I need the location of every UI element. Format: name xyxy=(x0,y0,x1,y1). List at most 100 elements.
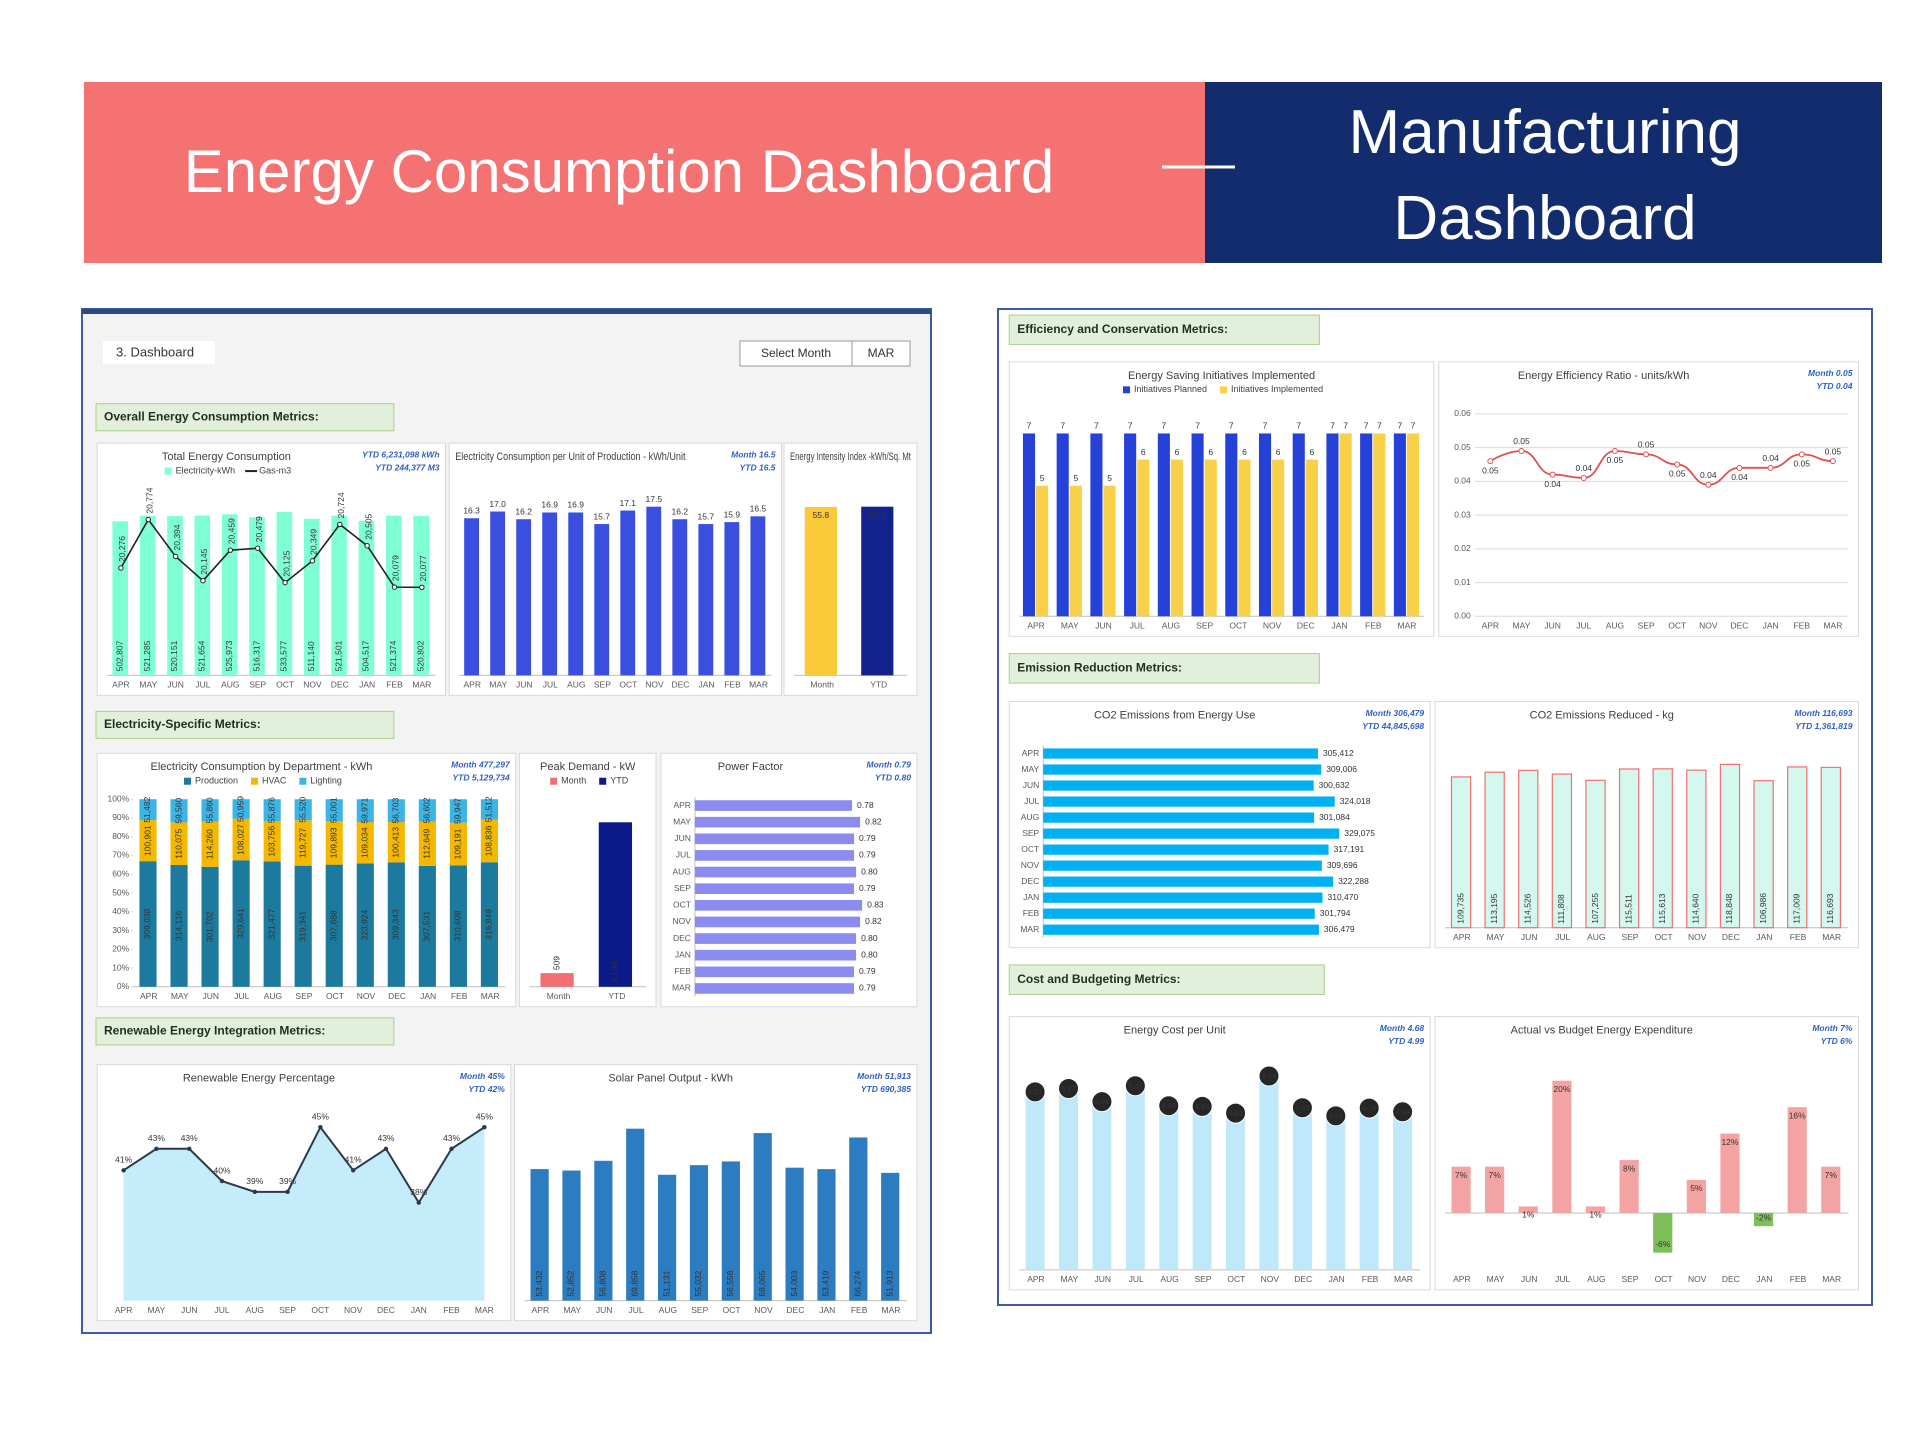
data-label: 1% xyxy=(1589,1210,1602,1220)
label-bubble xyxy=(1325,1105,1347,1127)
x-tick-label: JUN xyxy=(167,680,184,690)
legend: Production HVAC Lighting xyxy=(184,776,342,786)
annotation: Month 0.05 xyxy=(1808,368,1853,378)
bar xyxy=(804,506,837,676)
month-dropdown[interactable] xyxy=(851,340,911,367)
bar xyxy=(1125,1085,1145,1270)
x-tick-label: JUN xyxy=(1544,621,1561,631)
legend-swatch xyxy=(164,467,172,475)
bar xyxy=(1585,1206,1606,1213)
x-tick-label: APR xyxy=(1027,1274,1044,1284)
x-tick-label: APR xyxy=(112,680,129,690)
selected-month[interactable]: MAR xyxy=(868,346,895,360)
line-marker xyxy=(187,1146,192,1151)
x-tick-label: DEC xyxy=(331,680,349,690)
data-label: 310,470 xyxy=(1328,892,1359,902)
x-tick-label: APR xyxy=(1482,621,1499,631)
x-tick-label: MAR xyxy=(1822,932,1841,942)
line-marker xyxy=(282,579,288,586)
data-label: 4.98 xyxy=(1095,1097,1110,1106)
data-label: 41% xyxy=(345,1155,362,1165)
data-label: 7 xyxy=(1128,421,1133,431)
x-tick-label: DEC xyxy=(388,991,406,1001)
x-tick-label: NOV xyxy=(1688,1274,1707,1284)
x-tick-label: JUN xyxy=(1095,621,1112,631)
x-tick-label: YTD xyxy=(608,991,625,1001)
x-tick-label: OCT xyxy=(1229,621,1247,631)
x-tick-label: JUL xyxy=(543,680,558,690)
bar-segment xyxy=(294,799,312,821)
annotation: YTD 6,231,098 kWh xyxy=(362,449,439,459)
bar xyxy=(694,949,857,961)
x-tick-label: DEC xyxy=(1294,1274,1312,1284)
section-box xyxy=(95,403,395,432)
y-tick-label: 0.03 xyxy=(1454,509,1471,519)
section-title: Renewable Energy Integration Metrics: xyxy=(104,1024,325,1038)
bar xyxy=(1043,860,1322,871)
x-tick-label: JUN xyxy=(516,680,533,690)
bar-segment xyxy=(480,799,498,820)
section-box xyxy=(1008,653,1320,684)
data-label: 4.68 xyxy=(1395,1107,1410,1116)
bar-segment xyxy=(356,799,374,823)
select-button[interactable] xyxy=(739,340,853,367)
x-tick-label: MAR xyxy=(749,680,768,690)
bar xyxy=(490,511,506,676)
select-label[interactable]: Select Month xyxy=(761,346,831,360)
data-label: 4.86 xyxy=(1161,1101,1176,1110)
data-label: 309,038 xyxy=(142,908,152,939)
tab-label[interactable]: 3. Dashboard xyxy=(116,344,194,359)
line-marker xyxy=(350,1168,356,1173)
tab[interactable] xyxy=(103,341,215,364)
data-label: 38% xyxy=(410,1187,427,1197)
chart-panel xyxy=(1008,701,1431,949)
x-tick-label: MAY xyxy=(139,680,157,690)
x-tick-label: DEC xyxy=(786,1305,804,1315)
bar-segment xyxy=(201,799,219,822)
x-tick-label: DEC xyxy=(377,1305,395,1315)
line-marker xyxy=(449,1146,454,1151)
line-marker xyxy=(391,584,398,590)
y-tick-label: 50% xyxy=(112,887,129,897)
data-label: 7% xyxy=(1455,1170,1468,1180)
bar xyxy=(1258,433,1272,617)
data-label: 4.79 xyxy=(1362,1104,1377,1113)
line-marker xyxy=(364,543,370,549)
bar xyxy=(1787,1107,1807,1213)
x-tick-label: JUL xyxy=(1576,621,1591,631)
chart-title: Renewable Energy Percentage xyxy=(183,1073,335,1085)
data-label: 0.05 xyxy=(1513,436,1530,446)
bar-segment xyxy=(294,820,312,866)
x-tick-label: DEC xyxy=(1297,621,1315,631)
y-tick-label: 100% xyxy=(107,793,129,803)
y-tick-label: 30% xyxy=(112,925,129,935)
bar xyxy=(694,833,855,845)
bar xyxy=(1485,1166,1505,1213)
bar xyxy=(1292,1107,1312,1270)
annotation: Month 4.68 xyxy=(1380,1023,1425,1033)
bar-segment xyxy=(139,820,157,862)
bar xyxy=(1451,1166,1471,1213)
line-marker xyxy=(252,1189,258,1195)
x-tick-label: NOV xyxy=(645,680,664,690)
x-tick-label: APR xyxy=(115,1305,132,1315)
y-tick-label: 20% xyxy=(112,944,129,954)
data-label: 309,006 xyxy=(1326,764,1357,774)
bar xyxy=(1272,459,1285,617)
bar xyxy=(694,850,855,861)
bar xyxy=(694,916,861,928)
data-label: 0.05 xyxy=(1669,469,1686,479)
bar-segment xyxy=(232,818,250,861)
data-label: 316,849 xyxy=(484,909,494,940)
bar xyxy=(698,524,714,676)
bar xyxy=(1025,1091,1045,1270)
chart-title: Energy Cost per Unit xyxy=(1124,1025,1226,1037)
data-label: 45% xyxy=(476,1111,493,1121)
data-label: 7% xyxy=(1489,1170,1502,1180)
data-label: 520,151 xyxy=(169,640,179,671)
x-tick-label: JUL xyxy=(234,991,249,1001)
annotation: YTD 6% xyxy=(1821,1036,1853,1046)
x-tick-label: SEP xyxy=(1621,1274,1638,1284)
x-tick-label: OCT xyxy=(1655,1274,1673,1284)
x-tick-label: OCT xyxy=(326,991,344,1001)
